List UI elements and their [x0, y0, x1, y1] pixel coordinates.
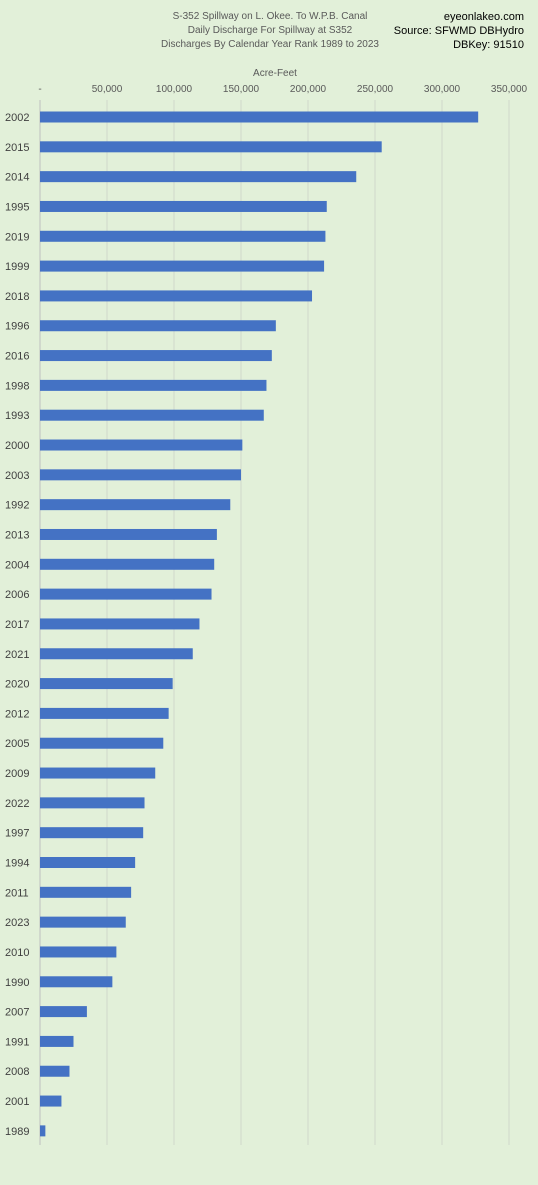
category-label-2015: 2015 — [5, 142, 29, 154]
category-label-1993: 1993 — [5, 410, 29, 422]
source-name: Source: SFWMD DBHydro — [393, 25, 524, 37]
bar-2022 — [40, 797, 145, 809]
x-tick-label: 50,000 — [92, 84, 123, 95]
x-axis-ticks: - 50,000 100,000 150,000 200,000 250,000 300,0… — [38, 84, 527, 95]
category-label-1992: 1992 — [5, 500, 29, 512]
bar-1997 — [40, 827, 144, 839]
category-label-2017: 2017 — [5, 619, 29, 631]
category-label-2014: 2014 — [5, 172, 29, 184]
bar-1992 — [40, 499, 231, 511]
category-label-1991: 1991 — [5, 1036, 29, 1048]
bar-2006 — [40, 588, 212, 600]
category-label-2016: 2016 — [5, 351, 29, 363]
category-label-2020: 2020 — [5, 679, 29, 691]
bar-2008 — [40, 1065, 70, 1077]
x-tick-label: 300,000 — [424, 84, 461, 95]
category-label-2001: 2001 — [5, 1096, 29, 1108]
category-label-1990: 1990 — [5, 977, 29, 989]
source-info: eyeonlakeo.com Source: SFWMD DBHydro DBK… — [324, 10, 524, 52]
bar-1989 — [40, 1125, 46, 1137]
bar-2023 — [40, 916, 126, 928]
bar-1994 — [40, 857, 136, 868]
bar-1990 — [40, 976, 113, 988]
category-label-1999: 1999 — [5, 261, 29, 273]
bar-2013 — [40, 528, 217, 540]
source-website: eyeonlakeo.com — [443, 11, 524, 23]
category-label-2007: 2007 — [5, 1007, 29, 1019]
x-tick-label: 350,000 — [491, 84, 528, 95]
bar-2007 — [40, 1006, 87, 1018]
category-labels: 2002 2015 2014 1995 2019 1999 2018 1996 2016 1998… — [5, 112, 29, 1138]
x-tick-label: - — [38, 84, 41, 95]
category-label-1998: 1998 — [5, 380, 29, 392]
bar-2011 — [40, 886, 132, 898]
category-label-2012: 2012 — [5, 708, 29, 720]
category-label-2005: 2005 — [5, 738, 29, 750]
title-line-3: Discharges By Calendar Year Rank 1989 to… — [161, 39, 379, 50]
bar-2019 — [40, 230, 326, 242]
bar-1999 — [40, 260, 325, 272]
category-label-2006: 2006 — [5, 589, 29, 601]
category-label-2000: 2000 — [5, 440, 29, 452]
category-label-1989: 1989 — [5, 1126, 29, 1138]
bar-2017 — [40, 618, 200, 630]
x-tick-label: 100,000 — [156, 84, 193, 95]
category-label-1997: 1997 — [5, 828, 29, 840]
x-tick-label: 200,000 — [290, 84, 327, 95]
bar-2005 — [40, 737, 164, 749]
category-label-1995: 1995 — [5, 201, 29, 213]
category-label-1994: 1994 — [5, 858, 29, 870]
bar-2014 — [40, 171, 357, 183]
bar-2021 — [40, 648, 193, 660]
category-label-2003: 2003 — [5, 470, 29, 482]
category-label-2022: 2022 — [5, 798, 29, 810]
bar-2012 — [40, 707, 169, 719]
bar-2000 — [40, 439, 243, 451]
category-label-2019: 2019 — [5, 231, 29, 243]
category-label-1996: 1996 — [5, 321, 29, 333]
bar-1995 — [40, 200, 327, 212]
bar-2016 — [40, 350, 272, 362]
bar-2018 — [40, 290, 313, 302]
bar-2002 — [40, 111, 479, 123]
bar-2010 — [40, 946, 117, 958]
title-line-2: Daily Discharge For Spillway at S352 — [187, 25, 353, 36]
bar-2001 — [40, 1095, 62, 1107]
bars — [40, 111, 479, 1137]
category-label-2004: 2004 — [5, 559, 29, 571]
category-label-2010: 2010 — [5, 947, 29, 959]
x-axis-title: Acre-Feet — [253, 68, 297, 79]
bar-1993 — [40, 409, 264, 421]
category-label-2023: 2023 — [5, 917, 29, 929]
bar-1996 — [40, 320, 276, 332]
category-label-2008: 2008 — [5, 1066, 29, 1078]
bar-2015 — [40, 141, 382, 153]
bar-2009 — [40, 767, 156, 779]
chart-title: S-352 Spillway on L. Okee. To W.P.B. Can… — [130, 10, 410, 52]
source-dbkey: DBKey: 91510 — [453, 39, 524, 51]
bar-2003 — [40, 469, 241, 481]
category-label-2013: 2013 — [5, 529, 29, 541]
x-tick-label: 250,000 — [357, 84, 394, 95]
category-label-2002: 2002 — [5, 112, 29, 124]
category-label-2021: 2021 — [5, 649, 29, 661]
category-label-2011: 2011 — [5, 887, 29, 899]
category-label-2009: 2009 — [5, 768, 29, 780]
title-line-1: S-352 Spillway on L. Okee. To W.P.B. Can… — [172, 11, 368, 22]
bar-2020 — [40, 678, 173, 690]
bar-1998 — [40, 379, 267, 391]
bar-2004 — [40, 558, 215, 570]
category-label-2018: 2018 — [5, 291, 29, 303]
bar-1991 — [40, 1035, 74, 1047]
x-tick-label: 150,000 — [223, 84, 260, 95]
